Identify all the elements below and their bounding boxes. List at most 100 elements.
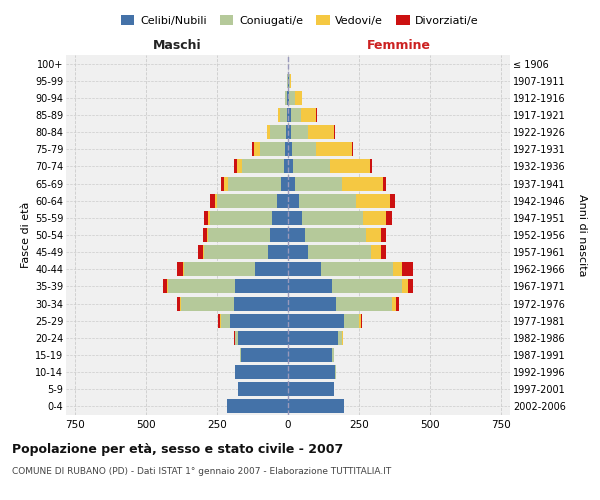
Bar <box>169 280 235 293</box>
Bar <box>396 296 399 310</box>
Bar <box>288 296 337 310</box>
Bar <box>288 348 332 362</box>
Bar <box>284 160 288 173</box>
Bar <box>260 142 285 156</box>
Bar <box>293 160 330 173</box>
Bar <box>302 211 364 225</box>
Bar <box>272 211 288 225</box>
Bar <box>338 331 342 345</box>
Bar <box>330 160 370 173</box>
Bar <box>299 194 356 207</box>
Bar <box>332 280 402 293</box>
Bar <box>204 245 268 259</box>
Bar <box>292 142 316 156</box>
Bar <box>288 142 292 156</box>
Bar <box>285 142 288 156</box>
Bar <box>253 142 254 156</box>
Bar <box>210 211 272 225</box>
Bar <box>308 125 334 139</box>
Bar <box>402 262 413 276</box>
Bar <box>380 228 386 242</box>
Bar <box>278 108 280 122</box>
Bar <box>386 211 392 225</box>
Bar <box>241 348 288 362</box>
Bar <box>356 194 390 207</box>
Bar <box>287 108 288 122</box>
Bar <box>370 160 372 173</box>
Bar <box>285 91 287 105</box>
Bar <box>288 280 332 293</box>
Bar <box>277 194 288 207</box>
Text: COMUNE DI RUBANO (PD) - Dati ISTAT 1° gennaio 2007 - Elaborazione TUTTITALIA.IT: COMUNE DI RUBANO (PD) - Dati ISTAT 1° ge… <box>12 468 391 476</box>
Bar <box>220 314 221 328</box>
Bar <box>203 228 207 242</box>
Bar <box>288 194 299 207</box>
Bar <box>242 160 284 173</box>
Bar <box>295 176 342 190</box>
Bar <box>235 365 288 379</box>
Bar <box>184 262 255 276</box>
Bar <box>316 142 352 156</box>
Bar <box>332 348 334 362</box>
Bar <box>288 262 321 276</box>
Bar <box>359 314 361 328</box>
Bar <box>181 296 234 310</box>
Bar <box>217 194 277 207</box>
Bar <box>337 296 392 310</box>
Bar <box>228 176 281 190</box>
Bar <box>289 91 295 105</box>
Bar <box>177 296 180 310</box>
Bar <box>308 245 371 259</box>
Bar <box>234 296 288 310</box>
Bar <box>291 108 301 122</box>
Bar <box>203 245 204 259</box>
Bar <box>235 160 237 173</box>
Bar <box>288 160 293 173</box>
Y-axis label: Anni di nascita: Anni di nascita <box>577 194 587 276</box>
Bar <box>288 176 295 190</box>
Bar <box>288 91 289 105</box>
Bar <box>288 331 338 345</box>
Bar <box>343 314 359 328</box>
Bar <box>288 228 305 242</box>
Bar <box>268 245 288 259</box>
Bar <box>255 262 288 276</box>
Y-axis label: Fasce di età: Fasce di età <box>20 202 31 268</box>
Bar <box>177 262 182 276</box>
Bar <box>289 74 290 88</box>
Bar <box>394 262 402 276</box>
Bar <box>224 176 228 190</box>
Text: Maschi: Maschi <box>152 38 202 52</box>
Bar <box>254 142 260 156</box>
Bar <box>288 245 308 259</box>
Bar <box>295 91 302 105</box>
Bar <box>288 400 343 413</box>
Bar <box>215 194 217 207</box>
Bar <box>292 125 308 139</box>
Bar <box>270 125 286 139</box>
Bar <box>371 245 380 259</box>
Bar <box>238 382 288 396</box>
Text: Popolazione per età, sesso e stato civile - 2007: Popolazione per età, sesso e stato civil… <box>12 442 343 456</box>
Bar <box>383 176 386 190</box>
Bar <box>199 245 203 259</box>
Bar <box>321 262 394 276</box>
Text: Femmine: Femmine <box>367 38 431 52</box>
Bar <box>361 314 362 328</box>
Bar <box>288 125 292 139</box>
Bar <box>208 228 269 242</box>
Legend: Celibi/Nubili, Coniugati/e, Vedovi/e, Divorziati/e: Celibi/Nubili, Coniugati/e, Vedovi/e, Di… <box>117 10 483 30</box>
Bar <box>366 228 380 242</box>
Bar <box>237 160 242 173</box>
Bar <box>288 382 334 396</box>
Bar <box>290 74 292 88</box>
Bar <box>235 331 238 345</box>
Bar <box>210 194 215 207</box>
Bar <box>230 314 288 328</box>
Bar <box>288 108 291 122</box>
Bar <box>221 314 230 328</box>
Bar <box>305 228 366 242</box>
Bar <box>208 211 210 225</box>
Bar <box>288 211 302 225</box>
Bar <box>288 314 343 328</box>
